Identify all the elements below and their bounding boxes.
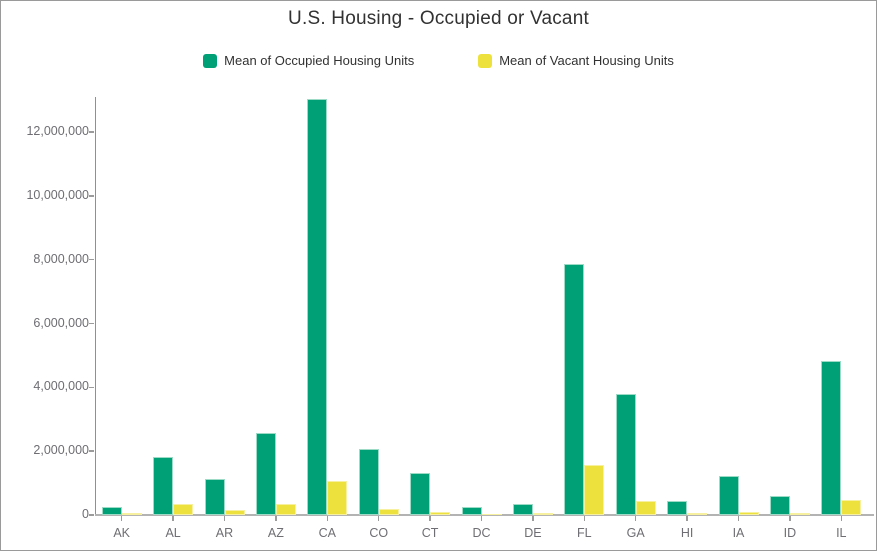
x-tick [275,516,277,521]
y-tick-label: 2,000,000 [33,443,89,458]
x-tick [686,516,688,521]
y-tick-label: 8,000,000 [33,251,89,266]
bar-occupied-AZ[interactable] [255,432,276,515]
bar-vacant-CO[interactable] [378,508,399,515]
x-axis-label-CT: CT [421,526,439,540]
y-tick [89,195,94,197]
bar-vacant-AL[interactable] [173,504,194,515]
y-tick-label: 6,000,000 [33,315,89,330]
bar-occupied-ID[interactable] [769,495,790,515]
bar-occupied-CO[interactable] [358,448,379,515]
bar-vacant-AZ[interactable] [275,503,296,515]
bar-occupied-HI[interactable] [667,501,688,515]
x-axis-line [94,514,874,516]
x-axis-label-GA: GA [626,526,645,540]
y-tick-label: 12,000,000 [26,124,89,139]
x-axis-label-AR: AR [215,526,234,540]
x-tick [326,516,329,521]
bar-occupied-AK[interactable] [101,507,122,515]
bar-vacant-IL[interactable] [841,500,862,515]
bar-occupied-DE[interactable] [512,504,533,515]
y-axis-line [94,97,96,515]
bar-vacant-GA[interactable] [635,500,656,515]
x-tick [583,516,586,521]
y-tick [89,386,94,389]
legend-item-vacant[interactable]: Mean of Vacant Housing Units [478,53,674,68]
bar-occupied-GA[interactable] [615,394,636,515]
x-tick [840,516,843,521]
x-tick [223,516,226,521]
bar-vacant-CT[interactable] [430,512,451,515]
chart-legend: Mean of Occupied Housing Units Mean of V… [1,53,876,68]
bar-occupied-CT[interactable] [410,472,431,515]
plot-area: 0 2,000,000 4,000,000 6,000,000 8,000,000 10,… [26,97,874,540]
x-tick [532,516,534,521]
bar-vacant-AR[interactable] [224,510,245,515]
bar-occupied-IL[interactable] [821,361,842,515]
y-tick [89,322,94,325]
bar-occupied-DC[interactable] [461,507,482,515]
bar-vacant-IA[interactable] [738,511,759,515]
x-axis-label-AL: AL [165,526,181,540]
bar-occupied-AR[interactable] [204,479,225,515]
x-axis-label-IL: IL [836,526,847,540]
x-tick [120,516,123,521]
y-tick-label: 0 [82,507,89,521]
x-axis-label-AZ: AZ [267,526,284,540]
legend-label-vacant: Mean of Vacant Housing Units [499,53,674,68]
bar-vacant-DE[interactable] [532,512,553,515]
bar-vacant-HI[interactable] [687,513,708,515]
x-tick [634,516,637,521]
chart-title: U.S. Housing - Occupied or Vacant [288,8,589,29]
x-axis-label-IA: IA [732,526,745,540]
y-tick [89,258,94,261]
y-tick [89,450,94,452]
x-axis-label-CA: CA [318,526,336,540]
x-axis-label-FL: FL [576,526,592,540]
x-tick [172,516,174,521]
x-axis-label-DE: DE [524,526,542,540]
y-tick [89,514,94,516]
y-tick-label: 10,000,000 [26,187,89,202]
bar-vacant-AK[interactable] [121,512,142,515]
x-axis-label-CO: CO [369,526,389,540]
legend-label-occupied: Mean of Occupied Housing Units [224,53,415,68]
bar-occupied-AL[interactable] [153,456,174,515]
x-tick [480,516,483,521]
bar-vacant-CA[interactable] [327,480,348,515]
y-tick-label: 4,000,000 [33,379,89,394]
x-axis-label-HI: HI [680,526,694,540]
legend-swatch-occupied-icon [203,53,218,68]
x-axis-label-DC: DC [472,526,491,540]
legend-swatch-vacant-icon [478,53,493,68]
x-axis-label-AK: AK [113,526,131,540]
bar-vacant-DC[interactable] [481,513,502,515]
bar-occupied-CA[interactable] [307,98,328,515]
bar-vacant-FL[interactable] [584,464,605,515]
bar-occupied-FL[interactable] [564,263,585,515]
x-tick [377,516,380,521]
legend-item-occupied[interactable]: Mean of Occupied Housing Units [203,53,414,68]
x-axis-label-ID: ID [783,526,797,540]
x-tick [737,516,740,521]
bar-vacant-ID[interactable] [789,513,810,515]
x-tick [789,516,791,521]
x-tick [429,516,431,521]
y-tick [89,131,94,133]
bar-occupied-IA[interactable] [718,475,739,515]
